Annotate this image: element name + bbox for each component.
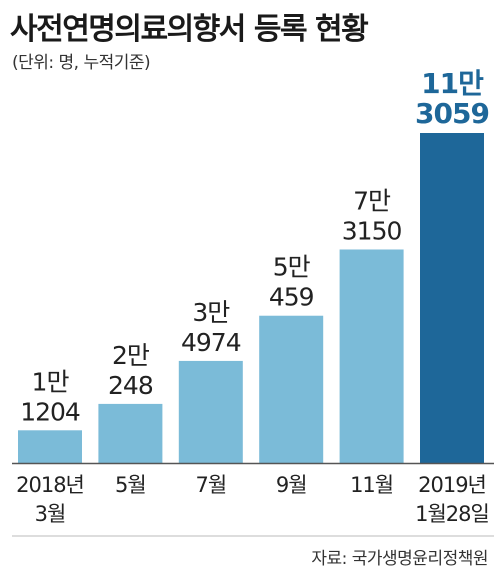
data-label-4-0: 7만 (353, 186, 391, 215)
data-label-5-0: 11만 (421, 67, 484, 100)
category-label-1-0: 5월 (115, 473, 146, 497)
data-label-3-1: 459 (269, 283, 314, 312)
chart-title: 사전연명의료의향서 등록 현황 (10, 12, 369, 47)
data-label-2-0: 3만 (192, 298, 230, 327)
source-note: 자료: 국가생명윤리정책원 (311, 549, 488, 569)
category-label-2-0: 7월 (195, 473, 226, 497)
bar-5 (420, 133, 484, 463)
data-label-5-1: 3059 (415, 97, 489, 130)
data-label-4-1: 3150 (342, 216, 402, 245)
bar-0 (18, 430, 82, 463)
category-label-4-0: 11월 (350, 473, 393, 497)
data-label-2-1: 4974 (181, 328, 241, 357)
bar-1 (98, 403, 163, 463)
data-label-3-0: 5만 (273, 253, 311, 282)
category-label-3-0: 9월 (276, 473, 307, 497)
data-label-1-1: 248 (108, 371, 153, 400)
category-label-5-0: 2019년 (418, 473, 486, 497)
data-label-0-1: 1204 (20, 397, 80, 426)
data-label-1-0: 2만 (112, 341, 150, 370)
category-label-0-1: 3월 (35, 502, 66, 526)
bar-3 (259, 315, 324, 463)
bar-2 (178, 360, 243, 463)
bar-4 (339, 249, 404, 463)
category-label-5-1: 1월28일 (415, 502, 489, 526)
data-label-0-0: 1만 (32, 367, 70, 396)
category-label-0-0: 2018년 (16, 473, 84, 497)
chart-subtitle: (단위: 명, 누적기준) (12, 53, 151, 73)
